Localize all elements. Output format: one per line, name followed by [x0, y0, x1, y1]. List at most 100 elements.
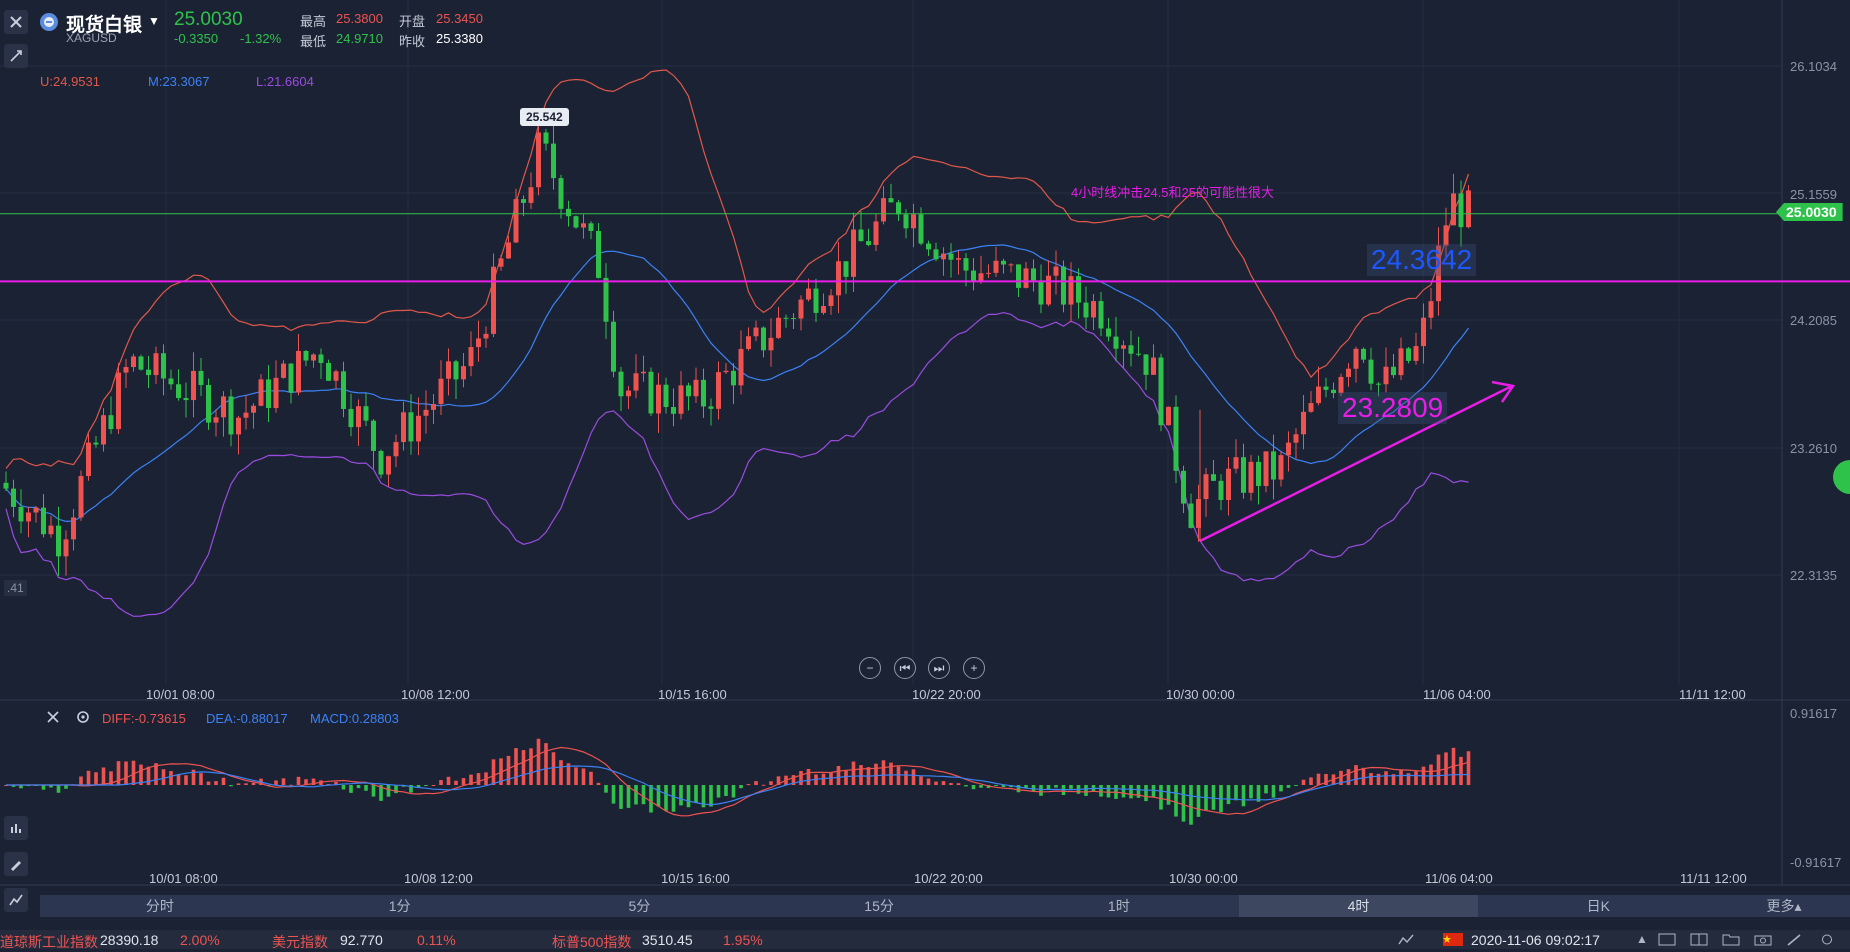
pencil-icon[interactable]	[4, 852, 28, 876]
candle-body	[1428, 301, 1434, 318]
boll-lower-readout: L:21.6604	[256, 74, 314, 89]
plus-circle-icon[interactable]	[1833, 460, 1850, 494]
tab-timeshare[interactable]: 分时	[145, 898, 174, 914]
macd-time-label: 10/30 00:00	[1169, 871, 1238, 886]
macd-bar	[116, 761, 121, 785]
candle-body	[281, 363, 286, 378]
layout-icon[interactable]	[1690, 933, 1708, 949]
macd-bar	[1294, 785, 1298, 786]
macd-bar	[1084, 785, 1088, 796]
candle-body	[588, 223, 594, 231]
candle-body	[1241, 457, 1246, 493]
chevron-up-icon[interactable]: ▲	[1636, 932, 1648, 946]
close-icon[interactable]	[4, 10, 28, 34]
analysis-note[interactable]: 4小时线冲击24.5和25的可能性很大	[1071, 185, 1274, 200]
tab-1hour[interactable]: 1时	[1107, 898, 1130, 914]
zoom-out-button[interactable]: −	[859, 657, 881, 679]
chevron-down-icon[interactable]: ▼	[148, 14, 160, 28]
candle-body	[303, 350, 309, 361]
candle-body	[1458, 193, 1464, 228]
candle-body	[1166, 406, 1171, 426]
macd-bar	[446, 776, 451, 785]
candle-body	[393, 442, 399, 457]
candle-body	[1338, 376, 1344, 394]
macd-bar	[1256, 785, 1261, 802]
candle-body	[896, 202, 901, 215]
macd-bar	[911, 769, 916, 785]
macd-bar	[799, 770, 803, 785]
macd-bar	[821, 773, 826, 785]
macd-value-readout: MACD:0.28803	[310, 711, 399, 726]
instrument-title[interactable]: 现货白银	[66, 15, 143, 36]
settings-icon[interactable]	[1818, 933, 1836, 949]
ticker-name[interactable]: 美元指数	[272, 934, 328, 950]
candle-body	[566, 208, 571, 217]
macd-bar	[64, 785, 68, 789]
zoom-in-button[interactable]: +	[963, 657, 985, 679]
macd-bar	[206, 781, 211, 785]
macd-bar	[634, 785, 638, 805]
candle-body	[1278, 455, 1284, 480]
macd-bar	[364, 785, 368, 791]
macd-bar	[94, 772, 98, 785]
candle-body	[558, 178, 564, 209]
macd-bar	[904, 770, 908, 785]
ticker-name[interactable]: 标普500指数	[552, 934, 632, 950]
gear-icon[interactable]	[76, 710, 90, 729]
ticker-name[interactable]: 道琼斯工业指数	[0, 934, 98, 950]
macd-bar	[439, 780, 443, 785]
macd-bar	[694, 785, 698, 803]
macd-bar	[431, 784, 436, 786]
scroll-start-button[interactable]: ⏮	[894, 657, 916, 679]
draw-icon[interactable]	[1786, 933, 1804, 949]
macd-bar	[604, 785, 608, 793]
level-label-lower[interactable]: 23.2809	[1338, 392, 1448, 424]
candle-body	[926, 243, 931, 250]
indicator-icon[interactable]	[4, 816, 28, 840]
level-label-upper[interactable]: 24.3642	[1367, 244, 1477, 276]
scroll-end-button[interactable]: ⏭	[928, 657, 950, 679]
candle-body	[1023, 268, 1029, 288]
draw-tool-icon[interactable]	[4, 44, 28, 68]
macd-bar	[199, 773, 203, 785]
candle-body	[851, 229, 856, 277]
open-value: 25.3450	[436, 11, 483, 26]
tab-15min[interactable]: 15分	[864, 898, 894, 914]
candle-body	[1256, 461, 1261, 486]
camera-icon[interactable]	[1754, 933, 1772, 949]
candle-body	[213, 417, 219, 423]
candle-body	[626, 390, 631, 397]
tab-more[interactable]: 更多▴	[1766, 898, 1802, 914]
tab-1min[interactable]: 1分	[388, 898, 411, 914]
macd-bar	[1039, 785, 1043, 796]
folder-icon[interactable]	[1722, 933, 1740, 949]
line-chart-icon[interactable]	[4, 888, 28, 912]
candle-body	[776, 317, 781, 338]
window-icon[interactable]	[1658, 933, 1676, 949]
candle-body	[948, 253, 954, 260]
candle-body	[1106, 328, 1111, 337]
time-axis-label: 10/01 08:00	[146, 687, 215, 702]
macd-bar	[701, 785, 706, 808]
macd-bar	[394, 785, 398, 794]
macd-bar	[709, 785, 713, 807]
candle-body	[258, 379, 264, 406]
tab-4hour[interactable]: 4时	[1238, 895, 1479, 917]
close-macd-icon[interactable]	[46, 710, 60, 729]
macd-time-label: 10/08 12:00	[404, 871, 473, 886]
candle-body	[108, 415, 114, 430]
candle-body	[326, 362, 331, 381]
candle-body	[1391, 366, 1396, 376]
candle-body	[1031, 268, 1036, 281]
candle-body	[663, 384, 669, 408]
candle-body	[1181, 470, 1186, 504]
macd-bar	[139, 764, 143, 785]
macd-bar	[1129, 785, 1133, 799]
tab-daily[interactable]: 日K	[1586, 898, 1610, 914]
candle-body	[1113, 336, 1119, 349]
candle-body	[1121, 345, 1126, 349]
tab-5min[interactable]: 5分	[628, 898, 651, 914]
candle-body	[431, 404, 436, 410]
macd-bar	[214, 781, 218, 785]
